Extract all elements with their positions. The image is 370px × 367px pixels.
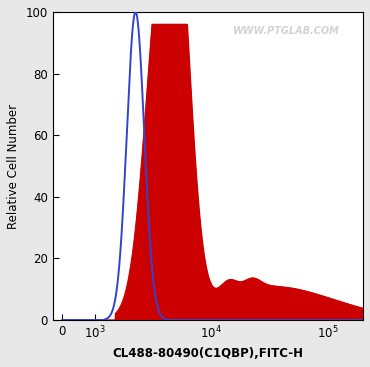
- X-axis label: CL488-80490(C1QBP),FITC-H: CL488-80490(C1QBP),FITC-H: [112, 347, 303, 360]
- Y-axis label: Relative Cell Number: Relative Cell Number: [7, 103, 20, 229]
- Text: WWW.PTGLAB.COM: WWW.PTGLAB.COM: [233, 26, 340, 36]
